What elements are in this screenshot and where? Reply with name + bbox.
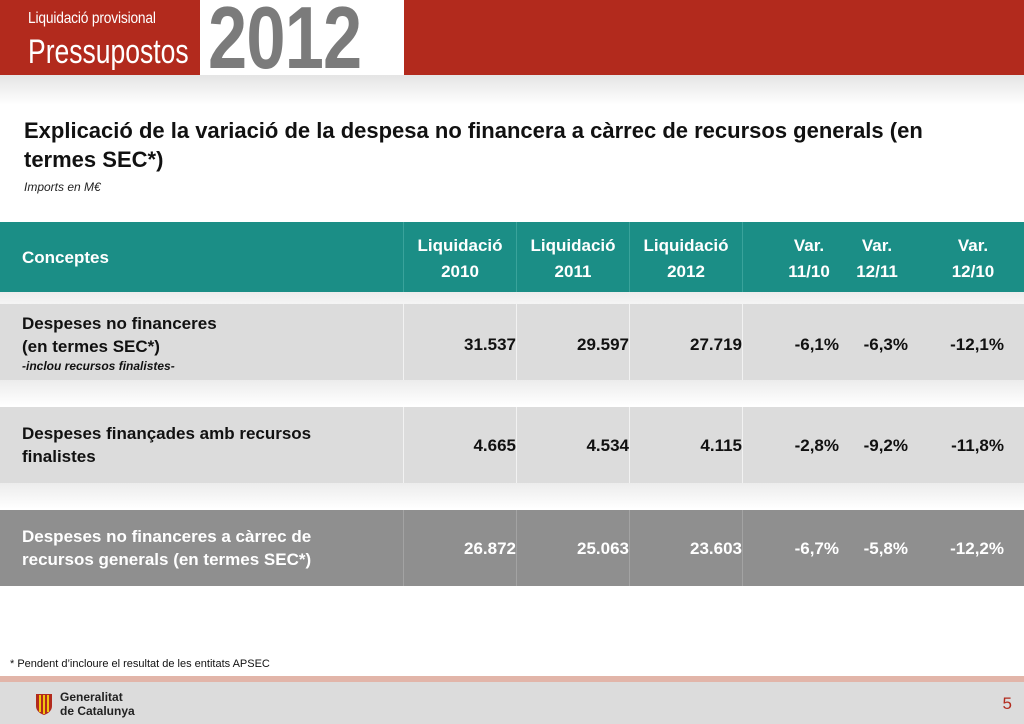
org-name-line1: Generalitat: [60, 690, 123, 704]
header-title: Pressupostos: [28, 33, 189, 71]
page-title: Explicació de la variació de la despesa …: [24, 118, 923, 172]
header-liq2010-line1: Liquidació: [417, 236, 503, 255]
header-var1211: Var. 12/11: [846, 233, 908, 285]
cell-liq2011: 25.063: [577, 539, 629, 558]
units-label: Imports en M€: [24, 180, 101, 194]
header-divider: [403, 222, 404, 292]
column-divider: [742, 304, 743, 380]
header-var1110-line1: Var.: [793, 236, 825, 255]
row-note: -inclou recursos finalistes-: [22, 359, 175, 373]
cell-liq2011: 4.534: [586, 436, 629, 455]
row-label-line1: Despeses finançades amb recursos: [22, 424, 312, 443]
cell-var1210: -12,1%: [950, 335, 1004, 354]
header-var1210-line2: 12/10: [951, 262, 995, 281]
cell-var1211: -9,2%: [863, 436, 908, 455]
table-row: Despeses finançades amb recursos finalis…: [0, 407, 1024, 483]
page-number: 5: [1002, 694, 1012, 713]
column-divider: [629, 510, 630, 586]
row-label: Despeses no financeres (en termes SEC*): [22, 312, 217, 358]
column-divider: [516, 304, 517, 380]
row-label-line2: (en termes SEC*): [22, 337, 160, 356]
header-subtitle: Liquidació provisional: [28, 10, 156, 27]
header-var1210: Var. 12/10: [938, 233, 1008, 285]
column-divider: [403, 510, 404, 586]
column-divider: [403, 407, 404, 483]
row-spacer: [0, 380, 1024, 406]
column-divider: [742, 407, 743, 483]
row-label-line2: finalistes: [22, 447, 96, 466]
year-box: [200, 0, 404, 75]
header-divider: [742, 222, 743, 292]
org-name-line2: de Catalunya: [60, 704, 135, 718]
column-divider: [516, 407, 517, 483]
cell-liq2010: 26.872: [464, 539, 516, 558]
cell-liq2012: 4.115: [700, 436, 742, 455]
header-concepts: Conceptes: [22, 248, 109, 267]
header-liq2012: Liquidació 2012: [630, 233, 742, 285]
cell-liq2012: 27.719: [690, 335, 742, 354]
header-var1110: Var. 11/10: [778, 233, 840, 285]
cell-liq2011: 29.597: [577, 335, 629, 354]
cell-var1211: -5,8%: [863, 539, 908, 558]
row-label: Despeses finançades amb recursos finalis…: [22, 422, 311, 468]
row-label-line1: Despeses no financeres: [22, 314, 217, 333]
header-var1210-line1: Var.: [957, 236, 989, 255]
header-liq2012-line2: 2012: [667, 262, 705, 281]
footer-accent-line: [0, 676, 1024, 682]
table-row: Despeses no financeres a càrrec de recur…: [0, 510, 1024, 586]
column-divider: [742, 510, 743, 586]
cell-var1110: -6,1%: [794, 335, 839, 354]
column-divider: [403, 304, 404, 380]
cell-liq2010: 4.665: [473, 436, 516, 455]
cell-liq2010: 31.537: [464, 335, 516, 354]
header-band: [0, 0, 1024, 75]
row-label-line1: Despeses no financeres a càrrec de: [22, 527, 312, 546]
column-divider: [516, 510, 517, 586]
footnote: * Pendent d’incloure el resultat de les …: [10, 658, 270, 670]
org-name: Generalitat de Catalunya: [60, 690, 135, 718]
column-divider: [629, 407, 630, 483]
header-liq2012-line1: Liquidació: [643, 236, 729, 255]
header-liq2011-line1: Liquidació: [530, 236, 616, 255]
header-var1110-line2: 11/10: [788, 262, 830, 281]
generalitat-logo-icon: [36, 694, 52, 715]
header-liq2010-line2: 2010: [441, 262, 479, 281]
row-label: Despeses no financeres a càrrec de recur…: [22, 525, 311, 571]
header-liq2010: Liquidació 2010: [404, 233, 516, 285]
header-divider: [516, 222, 517, 292]
header-liq2011-line2: 2011: [554, 262, 592, 281]
cell-var1210: -12,2%: [950, 539, 1004, 558]
cell-var1110: -2,8%: [794, 436, 839, 455]
cell-var1110: -6,7%: [794, 539, 839, 558]
header-shadow: [0, 75, 1024, 105]
footer-band: [0, 682, 1024, 724]
header-year: 2012: [208, 0, 362, 87]
cell-liq2012: 23.603: [690, 539, 742, 558]
table-header: [0, 222, 1024, 292]
header-var1211-line2: 12/11: [856, 262, 898, 281]
row-spacer: [0, 483, 1024, 509]
table-row: Despeses no financeres (en termes SEC*) …: [0, 304, 1024, 380]
cell-var1210: -11,8%: [951, 436, 1004, 455]
column-divider: [629, 304, 630, 380]
header-divider: [629, 222, 630, 292]
header-liq2011: Liquidació 2011: [517, 233, 629, 285]
row-label-line2: recursos generals (en termes SEC*): [22, 550, 312, 569]
cell-var1211: -6,3%: [863, 335, 908, 354]
header-var1211-line1: Var.: [861, 236, 893, 255]
